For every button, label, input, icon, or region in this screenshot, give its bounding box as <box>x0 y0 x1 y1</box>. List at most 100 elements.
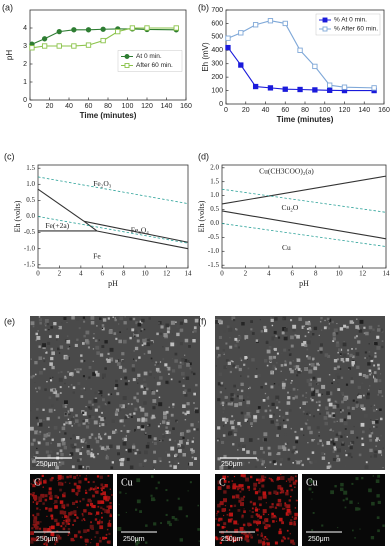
texture <box>88 436 92 439</box>
texture <box>142 338 146 343</box>
x-tick-label: 0 <box>224 107 228 114</box>
texture <box>94 339 98 342</box>
texture <box>336 323 338 325</box>
texture <box>373 425 375 428</box>
texture <box>176 324 180 328</box>
legend-label: At 0 min. <box>136 53 162 60</box>
texture <box>175 419 178 423</box>
texture <box>82 438 86 442</box>
texture <box>306 401 308 403</box>
texture <box>275 362 278 364</box>
texture <box>186 410 190 414</box>
texture <box>339 368 342 370</box>
texture <box>217 519 221 522</box>
texture <box>155 367 160 372</box>
texture <box>249 459 251 462</box>
texture <box>222 417 226 422</box>
texture <box>184 338 189 343</box>
texture <box>296 500 298 502</box>
texture <box>319 412 322 415</box>
texture <box>100 437 103 440</box>
texture <box>289 532 291 535</box>
texture <box>34 381 36 384</box>
y-tick-label: -0.5 <box>24 228 36 236</box>
texture <box>240 502 244 507</box>
texture <box>111 461 114 464</box>
texture <box>310 397 312 400</box>
texture <box>136 540 140 544</box>
texture <box>340 435 343 438</box>
texture <box>215 517 218 520</box>
texture <box>76 485 81 489</box>
texture <box>266 397 270 400</box>
texture <box>67 522 70 525</box>
texture <box>145 387 149 391</box>
texture <box>52 376 54 378</box>
texture <box>317 350 319 352</box>
texture <box>91 415 95 420</box>
texture <box>71 374 74 377</box>
texture <box>58 325 62 330</box>
texture <box>217 503 221 508</box>
texture <box>243 330 246 334</box>
texture <box>32 325 35 328</box>
texture <box>33 519 37 524</box>
texture <box>78 327 81 330</box>
texture <box>71 316 75 320</box>
texture <box>340 376 344 379</box>
x-tick-label: 10 <box>142 270 150 278</box>
texture <box>114 317 116 319</box>
texture <box>309 461 311 463</box>
texture <box>141 344 144 347</box>
texture <box>250 328 253 331</box>
texture <box>124 416 128 420</box>
texture <box>92 494 95 498</box>
texture <box>279 415 281 417</box>
texture <box>38 422 43 427</box>
texture <box>42 408 45 411</box>
point <box>173 25 179 31</box>
x-tick-label: 20 <box>242 107 250 114</box>
texture <box>108 330 113 334</box>
texture <box>232 483 237 487</box>
texture <box>141 425 145 429</box>
texture <box>264 359 268 363</box>
texture <box>182 384 185 387</box>
texture <box>151 390 156 395</box>
y-tick-label: 500 <box>211 34 223 41</box>
texture <box>35 387 37 390</box>
texture <box>64 432 67 435</box>
texture <box>147 338 150 342</box>
texture <box>32 400 36 404</box>
y-tick-label: 1.0 <box>210 191 219 199</box>
texture <box>125 435 127 437</box>
legend-marker <box>124 63 130 68</box>
texture <box>59 500 64 504</box>
texture <box>67 531 71 535</box>
texture <box>189 362 192 366</box>
texture <box>143 328 146 331</box>
texture <box>102 318 107 322</box>
texture <box>303 326 306 329</box>
texture <box>307 457 310 461</box>
texture <box>50 326 53 329</box>
texture <box>67 347 70 350</box>
texture <box>104 367 107 370</box>
texture <box>225 342 228 345</box>
texture <box>188 345 191 348</box>
texture <box>119 491 122 494</box>
texture <box>312 512 315 514</box>
texture <box>289 409 292 412</box>
panel-label: (b) <box>198 2 209 12</box>
texture <box>358 392 360 394</box>
texture <box>106 505 109 508</box>
texture <box>367 362 371 366</box>
texture <box>291 450 295 454</box>
texture <box>240 461 245 466</box>
texture <box>243 399 245 401</box>
texture <box>185 376 190 380</box>
y-tick-label: 0.0 <box>26 212 35 220</box>
texture <box>94 408 98 412</box>
texture <box>95 422 100 427</box>
texture <box>69 408 74 412</box>
